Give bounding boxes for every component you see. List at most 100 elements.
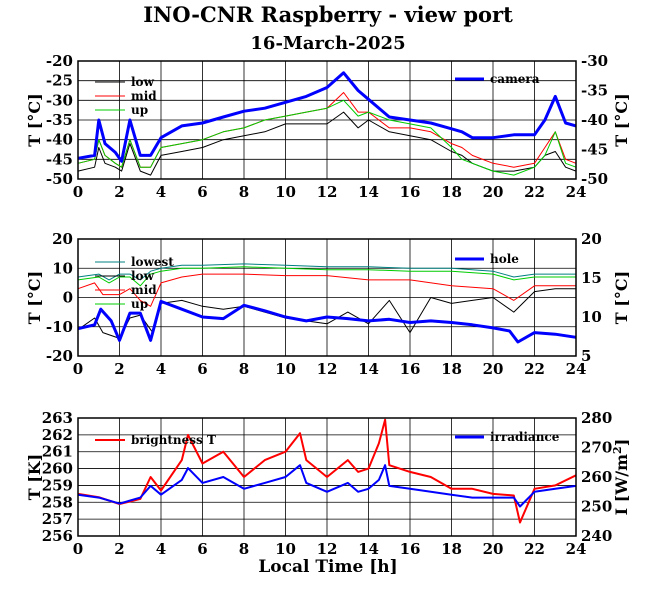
- x-tick-label: 22: [524, 540, 545, 558]
- series-line-up: [77, 99, 577, 176]
- y2-tick-label: -40: [581, 111, 608, 129]
- plot-frame: [77, 238, 577, 357]
- y2-tick-label: 15: [581, 269, 602, 287]
- x-tick-label: 10: [275, 540, 296, 558]
- x-tick-label: 12: [317, 360, 338, 378]
- plot-frame: [77, 417, 577, 537]
- superscript-2: 2: [611, 446, 624, 454]
- x-tick-label: 20: [483, 360, 504, 378]
- y-axis-label: T [°C]: [25, 93, 44, 146]
- y-tick-label: -20: [46, 347, 73, 365]
- x-tick-label: 2: [114, 360, 124, 378]
- x-tick-label: 2: [114, 540, 124, 558]
- x-tick-label: 8: [239, 540, 249, 558]
- legend-label: hole: [490, 252, 519, 266]
- y2-tick-label: 10: [581, 308, 602, 326]
- y2-tick-label: -50: [581, 170, 608, 188]
- y2-tick-label: -30: [581, 52, 608, 70]
- series-line-lowest: [77, 263, 576, 281]
- x-tick-label: 20: [483, 183, 504, 201]
- legend-label: camera: [490, 72, 540, 86]
- panel-2: 0 2 4 6 8 10 12 14 16 18 20 22 24-20-10010205101520T…: [25, 230, 631, 378]
- x-tick-label: 20: [483, 540, 504, 558]
- series-line-irradiance: [77, 464, 577, 508]
- x-tick-label: 10: [275, 360, 296, 378]
- y-tick-label: 20: [52, 230, 73, 248]
- y2-tick-label: -35: [581, 82, 608, 100]
- y-tick-label: 10: [52, 259, 73, 277]
- x-tick-label: 16: [400, 360, 421, 378]
- legend-label: mid: [131, 89, 157, 103]
- x-tick-label: 24: [566, 540, 587, 558]
- chart-subtitle: 16-March-2025: [250, 33, 405, 54]
- x-tick-label: 0: [73, 540, 83, 558]
- x-tick-label: 18: [441, 360, 462, 378]
- legend-label: brightness T: [131, 433, 216, 447]
- legend-label: low: [131, 75, 155, 89]
- y-tick-label: 262: [42, 426, 73, 444]
- x-tick-label: 8: [239, 183, 249, 201]
- series-line-brightness-T: [77, 418, 577, 524]
- x-tick-label: 0: [73, 183, 83, 201]
- y-tick-label: 260: [42, 460, 73, 478]
- y2-tick-label: 5: [581, 347, 591, 365]
- legend-label: low: [131, 269, 155, 283]
- y2-tick-label: -45: [581, 141, 608, 159]
- series-line-mid: [77, 273, 576, 307]
- x-tick-label: 10: [275, 183, 296, 201]
- x-tick-label: 2: [114, 183, 124, 201]
- y-tick-label: -45: [46, 150, 73, 168]
- y2-tick-label: 20: [581, 230, 602, 248]
- series-line-camera: [77, 71, 577, 163]
- x-tick-label: 14: [358, 183, 379, 201]
- x-tick-label: 6: [197, 540, 207, 558]
- y2-tick-label: 280: [581, 409, 612, 427]
- x-tick-label: 12: [317, 540, 338, 558]
- y-tick-label: -30: [46, 91, 73, 109]
- y-tick-label: 258: [42, 493, 73, 511]
- y-tick-label: 257: [42, 510, 73, 528]
- chart-title: INO-CNR Raspberry - view port: [143, 2, 513, 27]
- x-tick-label: 14: [358, 360, 379, 378]
- y-tick-label: 0: [63, 289, 73, 307]
- x-tick-label: 8: [239, 360, 249, 378]
- y2-tick-label: 250: [581, 498, 612, 516]
- x-axis-label: Local Time [h]: [258, 557, 397, 577]
- x-tick-label: 4: [156, 360, 166, 378]
- x-tick-label: 12: [317, 183, 338, 201]
- legend-label: up: [131, 297, 148, 311]
- y-tick-label: -50: [46, 170, 73, 188]
- legend-label: mid: [131, 283, 157, 297]
- x-tick-label: 16: [400, 183, 421, 201]
- y-tick-label: -10: [46, 318, 73, 336]
- y2-tick-label: 260: [581, 468, 612, 486]
- x-tick-label: 22: [524, 183, 545, 201]
- y-axis-label: T [K]: [25, 454, 44, 501]
- y-tick-label: 261: [42, 443, 73, 461]
- y-tick-label: 263: [42, 409, 73, 427]
- series-line-up: [77, 266, 576, 287]
- y2-tick-label: 270: [581, 439, 612, 457]
- y-tick-label: -20: [46, 52, 73, 70]
- y-tick-label: -25: [46, 72, 73, 90]
- x-tick-label: 6: [197, 183, 207, 201]
- y-tick-label: 259: [42, 476, 73, 494]
- legend-label: lowest: [131, 255, 174, 269]
- panel-3: 0 2 4 6 8 10 12 14 16 18 20 22 242562572582592602612…: [25, 409, 631, 558]
- y2-axis-label: I [W/m2]: [611, 439, 632, 516]
- x-tick-label: 18: [441, 183, 462, 201]
- x-tick-label: 24: [566, 360, 587, 378]
- plot-frame: [77, 60, 577, 180]
- x-tick-label: 4: [156, 540, 166, 558]
- x-tick-label: 6: [197, 360, 207, 378]
- y2-axis-label: T [°C]: [612, 271, 631, 324]
- x-tick-label: 0: [73, 360, 83, 378]
- y2-axis-label: T [°C]: [612, 93, 631, 146]
- series-line-hole: [77, 299, 577, 344]
- y2-tick-label: 240: [581, 527, 612, 545]
- x-tick-label: 22: [524, 360, 545, 378]
- y-tick-label: -35: [46, 111, 73, 129]
- x-tick-label: 4: [156, 183, 166, 201]
- x-tick-label: 16: [400, 540, 421, 558]
